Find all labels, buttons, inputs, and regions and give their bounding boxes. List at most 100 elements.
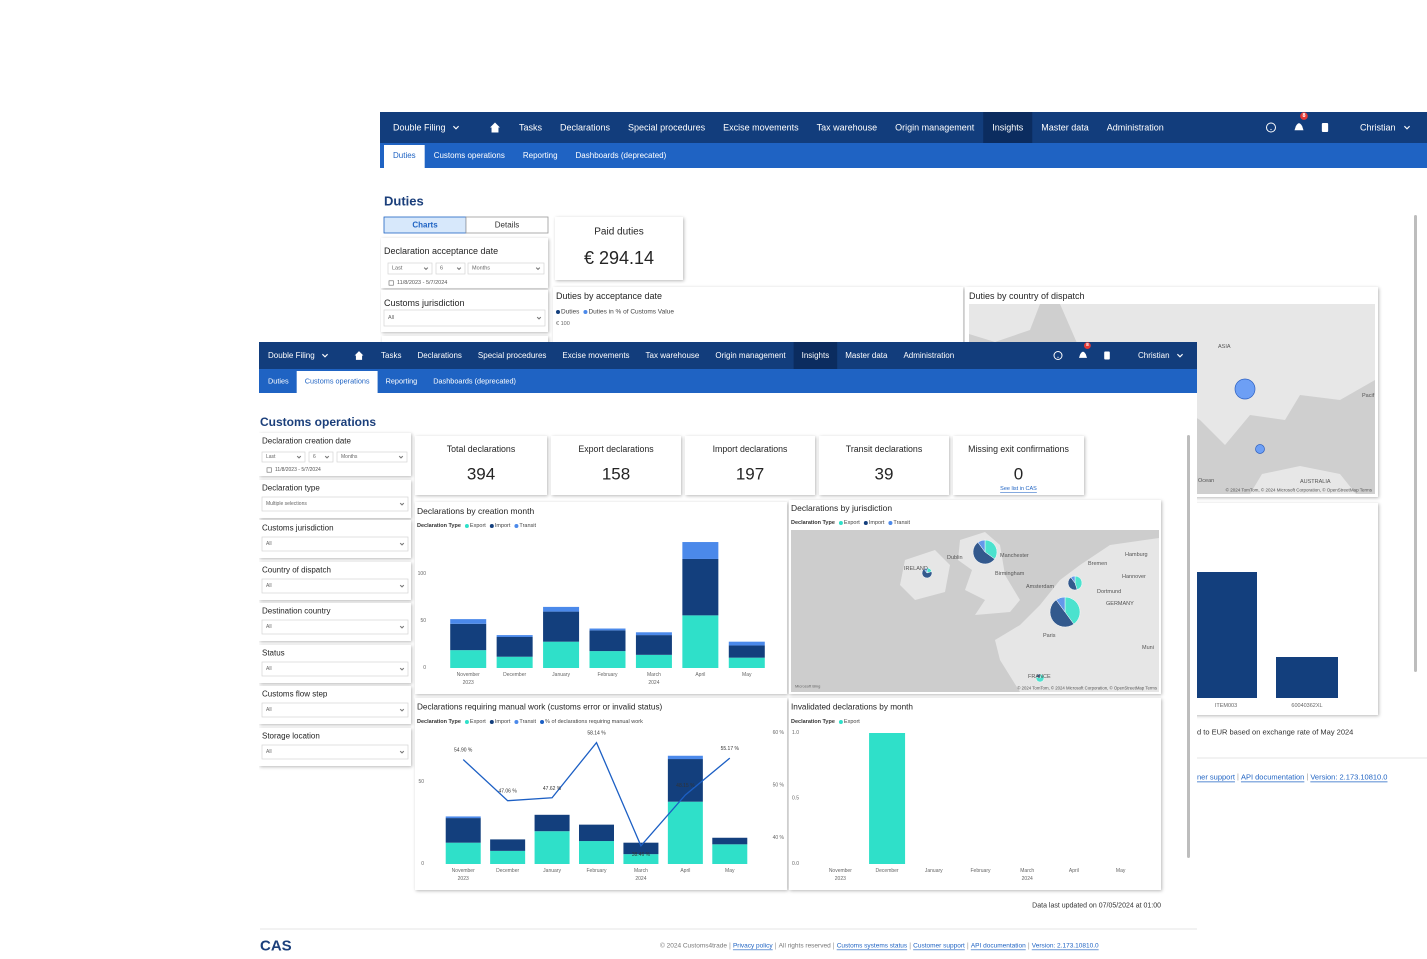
document-icon[interactable]	[1104, 351, 1110, 360]
subnav-item[interactable]: Reporting	[523, 151, 558, 160]
y-tick-label: 0	[421, 861, 424, 867]
nav-item[interactable]: Tax warehouse	[646, 351, 700, 360]
chevron-icon	[399, 542, 405, 546]
map-label: Hamburg	[1125, 552, 1148, 558]
dropdown-value: All	[266, 624, 272, 630]
dropdown[interactable]	[261, 661, 409, 677]
subnav-item[interactable]: Customs operations	[434, 151, 505, 160]
dropdown[interactable]	[308, 451, 334, 463]
kpi-label: Missing exit confirmations	[968, 444, 1069, 454]
nav-item[interactable]: Origin management	[895, 123, 975, 133]
help-icon[interactable]	[1266, 122, 1276, 133]
user-menu[interactable]: Christian	[1138, 351, 1170, 360]
bell-icon[interactable]	[1079, 351, 1087, 358]
nav-item[interactable]: Administration	[1107, 123, 1164, 133]
subnav-item[interactable]: Dashboards (deprecated)	[433, 377, 516, 386]
x-tick-label: January	[552, 672, 570, 678]
badge	[1084, 342, 1091, 349]
document-icon[interactable]	[1321, 123, 1329, 132]
nav-item[interactable]: Special procedures	[478, 351, 546, 360]
subnav-item[interactable]: Dashboards (deprecated)	[576, 151, 667, 160]
nav-item[interactable]: Declarations	[417, 351, 461, 360]
x-tick-label: ITEM003	[1215, 703, 1237, 709]
dropdown[interactable]	[435, 262, 466, 275]
dropdown[interactable]	[383, 309, 546, 327]
footer-link[interactable]: ner support	[1197, 773, 1236, 782]
card	[789, 698, 1161, 890]
kpi-link[interactable]: See list in CAS	[1000, 486, 1037, 492]
nav-item[interactable]: Tasks	[381, 351, 401, 360]
bar	[445, 818, 481, 843]
filter-label: Customs jurisdiction	[262, 524, 334, 533]
subnav-item[interactable]: Duties	[393, 151, 416, 160]
data-label: 47.62 %	[543, 786, 562, 792]
nav-item[interactable]: Insights	[802, 351, 830, 360]
nav-item[interactable]: Master data	[1041, 123, 1089, 133]
home-icon[interactable]	[490, 122, 500, 133]
card	[819, 436, 949, 495]
bar	[496, 635, 533, 637]
dropdown[interactable]	[261, 451, 306, 463]
footer-link[interactable]: Privacy policy	[733, 943, 773, 950]
bar	[579, 824, 614, 842]
dropdown[interactable]	[261, 619, 409, 635]
bar	[589, 630, 626, 652]
x-tick-label: February	[597, 672, 618, 678]
dropdown[interactable]	[336, 451, 408, 463]
badge-count: 8	[1302, 113, 1305, 119]
dropdown[interactable]	[387, 262, 433, 275]
footer-link[interactable]: API documentation	[1241, 773, 1304, 782]
map-label: Amsterdam	[1026, 584, 1055, 590]
project-selector[interactable]: Double Filing	[268, 351, 315, 360]
bar	[589, 651, 626, 668]
subnav-item[interactable]: Reporting	[386, 377, 418, 386]
view-tab[interactable]	[465, 216, 549, 234]
nav-item[interactable]: Tasks	[519, 123, 543, 133]
chevron-icon	[399, 502, 405, 506]
nav-item[interactable]: Master data	[845, 351, 888, 360]
dropdown[interactable]	[261, 578, 409, 594]
legend-marker	[838, 521, 843, 525]
project-selector[interactable]: Double Filing	[393, 123, 446, 133]
legend-marker	[489, 524, 494, 528]
chart-title: Declarations requiring manual work (cust…	[417, 703, 663, 712]
dropdown[interactable]	[261, 536, 409, 552]
map-label: Pacif	[1362, 393, 1375, 399]
help-icon[interactable]	[1053, 351, 1063, 360]
dropdown[interactable]	[467, 262, 545, 275]
chart-title: Declarations by creation month	[417, 506, 534, 516]
footer-link[interactable]: Version: 2.173.10810.0	[1310, 773, 1387, 782]
y-tick-label: 0.5	[792, 796, 799, 802]
nav-item[interactable]: Origin management	[715, 351, 786, 360]
map-pie-slice	[921, 568, 933, 579]
footer-link[interactable]: Customs systems status	[837, 943, 908, 950]
footer-link[interactable]: API documentation	[971, 943, 1026, 950]
map-credit: © 2024 TomTom, © 2024 Microsoft Corporat…	[1226, 487, 1373, 493]
dropdown[interactable]	[261, 744, 409, 760]
x-tick-year: 2023	[458, 876, 469, 882]
kpi-value: € 294.14	[584, 248, 654, 268]
map-label: AUSTRALIA	[1300, 479, 1331, 485]
legend-item: Transit	[519, 523, 536, 529]
nav-item[interactable]: Excise movements	[723, 123, 799, 133]
footer-link[interactable]: Customer support	[913, 943, 965, 950]
x-tick-label: January	[925, 868, 943, 874]
user-menu[interactable]: Christian	[1360, 123, 1396, 133]
bell-icon[interactable]	[1294, 123, 1304, 131]
subnav-active	[296, 371, 378, 393]
nav-item[interactable]: Administration	[903, 351, 954, 360]
chevron-icon	[296, 455, 302, 459]
dropdown[interactable]	[261, 496, 409, 512]
chevron-icon	[399, 750, 405, 754]
subnav-item[interactable]: Customs operations	[305, 377, 370, 386]
nav-item[interactable]: Special procedures	[628, 123, 706, 133]
nav-item[interactable]: Insights	[992, 123, 1024, 133]
subnav-item[interactable]: Duties	[268, 377, 289, 386]
home-icon[interactable]	[354, 351, 364, 360]
nav-item[interactable]: Declarations	[560, 123, 611, 133]
dropdown[interactable]	[261, 702, 409, 718]
nav-item[interactable]: Excise movements	[562, 351, 629, 360]
footer-link[interactable]: Version: 2.173.10810.0	[1032, 943, 1099, 950]
nav-item[interactable]: Tax warehouse	[817, 123, 878, 133]
chevron-icon	[399, 584, 405, 588]
